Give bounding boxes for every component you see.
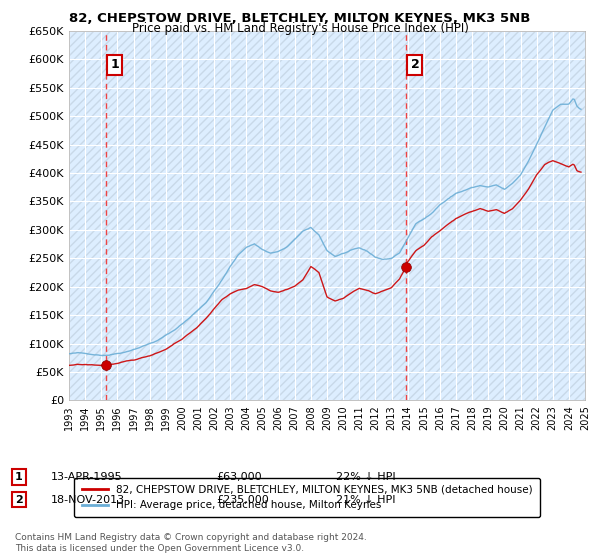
- Text: 2: 2: [410, 58, 419, 72]
- Text: £235,000: £235,000: [216, 494, 269, 505]
- Text: 22% ↓ HPI: 22% ↓ HPI: [336, 472, 395, 482]
- Text: 1: 1: [15, 472, 23, 482]
- Text: Price paid vs. HM Land Registry's House Price Index (HPI): Price paid vs. HM Land Registry's House …: [131, 22, 469, 35]
- Text: Contains HM Land Registry data © Crown copyright and database right 2024.
This d: Contains HM Land Registry data © Crown c…: [15, 533, 367, 553]
- Text: 18-NOV-2013: 18-NOV-2013: [51, 494, 125, 505]
- Text: 2: 2: [15, 494, 23, 505]
- Text: 82, CHEPSTOW DRIVE, BLETCHLEY, MILTON KEYNES, MK3 5NB: 82, CHEPSTOW DRIVE, BLETCHLEY, MILTON KE…: [70, 12, 530, 25]
- Text: 21% ↓ HPI: 21% ↓ HPI: [336, 494, 395, 505]
- Text: £63,000: £63,000: [216, 472, 262, 482]
- Legend: 82, CHEPSTOW DRIVE, BLETCHLEY, MILTON KEYNES, MK3 5NB (detached house), HPI: Ave: 82, CHEPSTOW DRIVE, BLETCHLEY, MILTON KE…: [74, 478, 540, 517]
- Text: 13-APR-1995: 13-APR-1995: [51, 472, 122, 482]
- Text: 1: 1: [110, 58, 119, 72]
